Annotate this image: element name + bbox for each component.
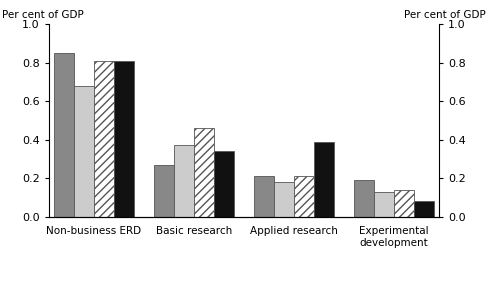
Bar [154, 165, 174, 217]
Bar [314, 141, 334, 217]
Bar [174, 145, 194, 217]
Bar [74, 86, 94, 217]
Bar [414, 201, 434, 217]
Bar [214, 151, 234, 217]
Bar [274, 182, 294, 217]
Bar [294, 176, 314, 217]
Bar [54, 53, 74, 217]
Bar [254, 176, 274, 217]
Bar [114, 61, 134, 217]
Bar [374, 192, 394, 217]
Text: Per cent of GDP: Per cent of GDP [2, 10, 84, 20]
Bar [194, 128, 214, 217]
Bar [94, 61, 114, 217]
Text: Per cent of GDP: Per cent of GDP [404, 10, 486, 20]
Bar [394, 190, 414, 217]
Bar [354, 180, 374, 217]
